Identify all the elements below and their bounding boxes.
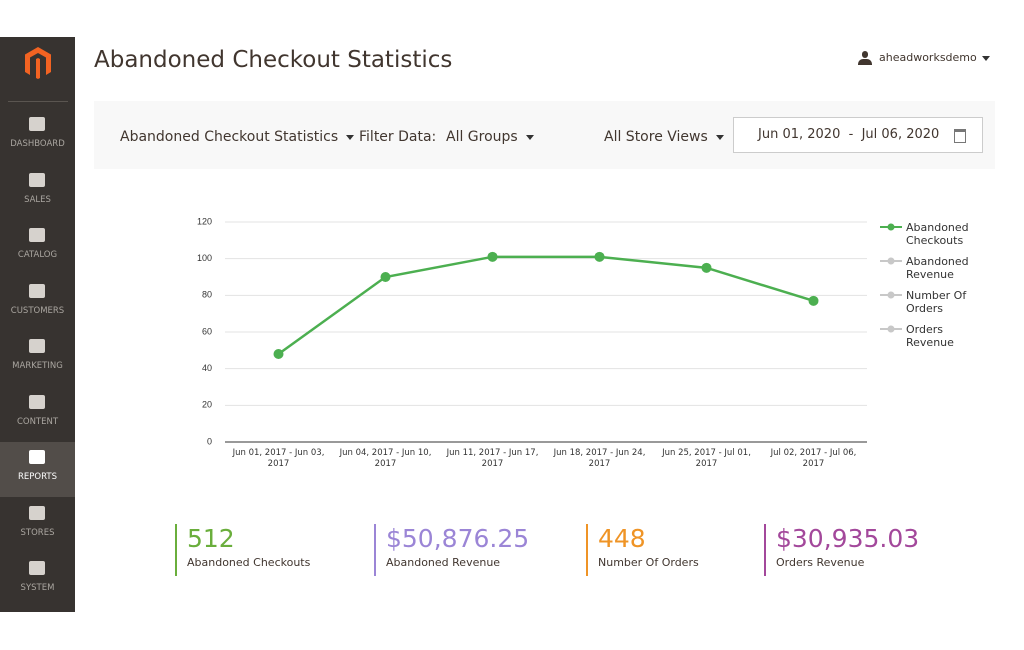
y-tick-label: 20 <box>202 400 212 410</box>
menu-label: SYSTEM <box>20 583 55 593</box>
legend-swatch-dot <box>887 257 895 265</box>
summary-card: 448 Number Of Orders <box>586 524 699 576</box>
legend-entry[interactable]: Number Of Orders <box>906 289 967 315</box>
date-sep: - <box>848 127 854 142</box>
data-point <box>594 251 605 262</box>
x-tick-label: Jun 01, 2017 - Jun 03, 2017 <box>232 448 325 469</box>
menu-icon <box>29 505 45 520</box>
data-point <box>273 349 284 359</box>
menu-icon <box>29 172 45 187</box>
data-point <box>701 262 712 273</box>
series-line <box>277 255 814 356</box>
summary-value: 448 <box>598 524 646 553</box>
data-point <box>808 295 819 306</box>
date-from: Jun 01, 2020 <box>758 127 841 142</box>
summary-card: 512 Abandoned Checkouts <box>175 524 310 576</box>
data-point <box>380 272 391 282</box>
data-point <box>487 251 498 262</box>
menu-item[interactable]: MARKETING <box>0 331 75 386</box>
y-tick-label: 0 <box>207 436 212 446</box>
summary-label: Abandoned Checkouts <box>187 556 311 569</box>
summary-card: $30,935.03 Orders Revenue <box>764 524 919 576</box>
menu-label: SALES <box>24 194 51 205</box>
divider <box>8 101 68 102</box>
menu-icon <box>29 394 45 409</box>
menu-icon <box>29 117 45 131</box>
user-icon <box>858 51 872 65</box>
menu-item[interactable]: REPORTS <box>0 442 75 497</box>
x-tick-label: Jun 18, 2017 - Jun 24, 2017 <box>553 448 646 469</box>
y-tick-label: 120 <box>197 216 212 226</box>
group-name: All Groups <box>446 129 518 145</box>
user-name: aheadworksdemo <box>879 51 977 64</box>
legend-entry[interactable]: Abandoned Checkouts <box>906 221 969 247</box>
y-tick-label: 80 <box>202 290 212 300</box>
menu-label: CATALOG <box>17 250 58 260</box>
sidebar: DASHBOARD SALES CATALOG CUSTOMERS MARKETING C… <box>0 37 75 612</box>
menu-item[interactable]: CONTENT <box>0 387 75 442</box>
menu-icon <box>29 228 45 242</box>
menu-icon <box>29 450 45 464</box>
summary-card: $50,876.25 Abandoned Revenue <box>374 524 529 576</box>
legend-swatch-dot <box>887 291 895 299</box>
report-select[interactable]: Abandoned Checkout Statistics <box>120 129 355 145</box>
report-name: Abandoned Checkout Statistics <box>120 129 339 145</box>
calendar-icon <box>954 129 966 143</box>
menu-icon <box>29 339 45 353</box>
summary-value: $30,935.03 <box>776 524 920 553</box>
menu-item[interactable]: SALES <box>0 165 75 220</box>
summary-label: Number Of Orders <box>598 556 699 569</box>
menu-label: CONTENT <box>16 416 59 427</box>
menu-label: MARKETING <box>12 361 63 371</box>
x-tick-label: Jun 04, 2017 - Jun 10, 2017 <box>339 448 432 469</box>
summary-label: Abandoned Revenue <box>386 556 501 569</box>
menu-item[interactable]: STORES <box>0 498 75 553</box>
menu-icon <box>29 561 45 575</box>
date-range[interactable]: Jun 01, 2020 - Jul 06, 2020 <box>733 117 983 153</box>
menu-item[interactable]: DASHBOARD <box>0 109 75 164</box>
legend-swatch-dot <box>887 325 895 333</box>
x-tick-label: Jul 02, 2017 - Jul 06, 2017 <box>770 448 857 469</box>
x-tick-label: Jun 11, 2017 - Jun 17, 2017 <box>446 448 539 469</box>
summary-value: 512 <box>187 524 235 553</box>
logo[interactable] <box>23 45 53 81</box>
y-tick-label: 40 <box>202 363 212 373</box>
y-tick-label: 60 <box>202 326 212 336</box>
menu-item[interactable]: CUSTOMERS <box>0 276 75 331</box>
store-select[interactable]: All Store Views <box>604 129 724 145</box>
menu-icon <box>29 283 45 298</box>
y-tick-label: 100 <box>197 253 212 263</box>
page-title: Abandoned Checkout Statistics <box>94 47 453 73</box>
date-to: Jul 06, 2020 <box>861 127 940 142</box>
legend-entry[interactable]: Orders Revenue <box>906 323 954 349</box>
legend-swatch-dot <box>887 223 895 231</box>
x-tick-label: Jun 25, 2017 - Jul 01, 2017 <box>662 448 751 469</box>
menu-label: DASHBOARD <box>10 139 65 149</box>
date-text: Jun 01, 2020 - Jul 06, 2020 <box>758 127 939 142</box>
store-name: All Store Views <box>604 129 708 145</box>
legend-entry[interactable]: Abandoned Revenue <box>906 255 969 281</box>
filter-label: Filter Data: <box>359 129 437 145</box>
summary-value: $50,876.25 <box>386 524 530 553</box>
menu-label: STORES <box>20 527 55 538</box>
menu-item[interactable]: SYSTEM <box>0 553 75 608</box>
user-menu[interactable]: aheadworksdemo <box>879 51 990 64</box>
menu-label: CUSTOMERS <box>10 305 65 316</box>
menu-label: REPORTS <box>18 472 57 482</box>
group-select[interactable]: All Groups <box>446 129 534 145</box>
menu-item[interactable]: CATALOG <box>0 220 75 275</box>
summary-label: Orders Revenue <box>776 556 865 569</box>
